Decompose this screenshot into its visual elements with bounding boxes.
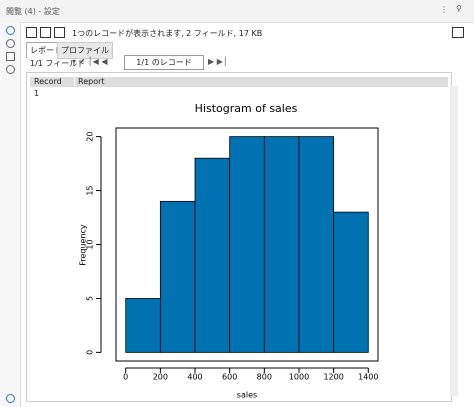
x-tick-label: 200 [153, 373, 168, 382]
chart-title: Histogram of sales [195, 102, 298, 115]
menu-button[interactable]: ⋮ [440, 5, 448, 14]
bar [125, 298, 161, 353]
y-tick-label: 5 [86, 296, 95, 301]
view-button[interactable] [40, 27, 51, 38]
bar [298, 136, 335, 353]
view-button[interactable] [26, 27, 37, 38]
search-button[interactable]: ⚲ [456, 4, 462, 13]
row-cell: 1 [34, 89, 40, 98]
view-button[interactable] [54, 27, 65, 38]
x-tick-label: 1000 [289, 373, 309, 382]
bar [333, 211, 369, 353]
side-icon[interactable] [6, 52, 15, 61]
tab[interactable]: プロファイル [57, 42, 113, 59]
bar [263, 136, 300, 353]
bar [229, 136, 265, 353]
bar [194, 157, 231, 353]
nav-icons: ▾ ✔ │◀ ◀ [72, 57, 108, 66]
scrollbar[interactable] [450, 86, 458, 396]
x-tick-label: 600 [222, 373, 237, 382]
y-axis-label: Frequency [79, 224, 88, 266]
y-tick-label: 0 [86, 350, 95, 355]
side-icon[interactable] [6, 26, 15, 35]
y-tick-label: 10 [86, 239, 95, 249]
column-header: Report [74, 77, 105, 86]
x-axis-label: sales [237, 391, 257, 400]
field-navigator[interactable]: 1/1 フィールド [30, 59, 86, 68]
side-icon[interactable] [6, 394, 15, 403]
x-tick-label: 0 [123, 373, 128, 382]
y-tick-label: 15 [86, 185, 95, 195]
title-bar [0, 0, 474, 23]
table-header [30, 77, 448, 87]
x-tick-label: 1200 [323, 373, 343, 382]
side-icon[interactable] [6, 65, 15, 74]
x-tick-label: 400 [187, 373, 202, 382]
record-status: 1つのレコードが表示されます, 2 フィールド, 17 KB [72, 29, 263, 38]
plot-box [115, 127, 379, 362]
record-navigator[interactable]: 1/1 のレコード [124, 55, 204, 70]
bar [159, 200, 196, 353]
y-tick-label: 20 [86, 132, 95, 142]
nav-icons: ▶ ▶│ [208, 57, 228, 66]
window-title: 閲覧 (4) - 設定 [6, 7, 60, 16]
side-icon[interactable] [6, 39, 15, 48]
x-tick-label: 800 [257, 373, 272, 382]
side-bar [0, 22, 21, 407]
x-tick-label: 1400 [358, 373, 378, 382]
column-header: Record [34, 77, 62, 86]
options-button[interactable] [452, 27, 464, 38]
